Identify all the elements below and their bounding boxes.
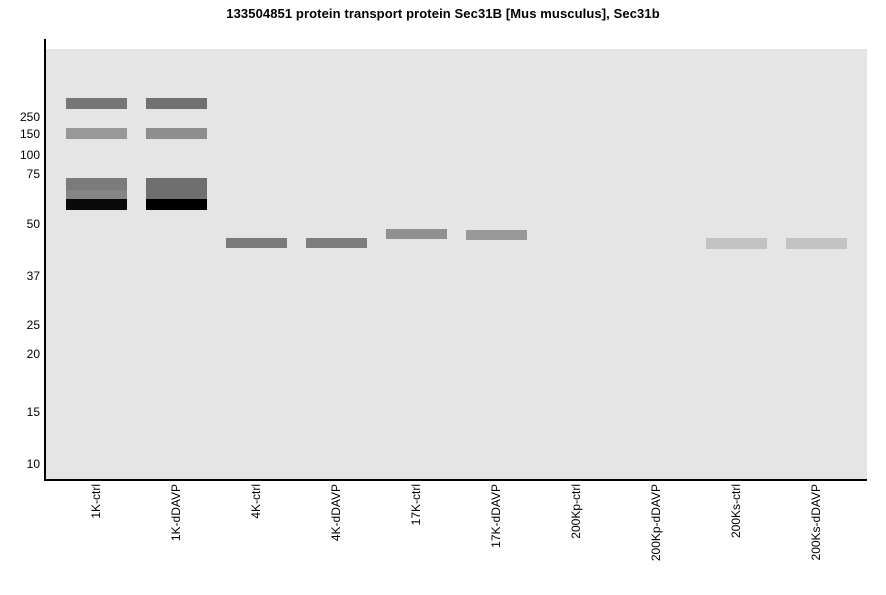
band-1K-ctrl-0 xyxy=(65,98,127,109)
band-1K-ctrl-1 xyxy=(65,128,127,139)
y-tick-label-250: 250 xyxy=(19,110,40,124)
band-200Ks-ctrl-0 xyxy=(705,238,767,249)
band-1K-ctrl-2 xyxy=(65,178,127,190)
y-tick-label-75: 75 xyxy=(26,167,40,181)
band-1K-dDAVP-1 xyxy=(145,128,207,139)
y-tick-label-100: 100 xyxy=(19,148,40,162)
y-tick-label-37: 37 xyxy=(26,269,40,283)
band-1K-dDAVP-0 xyxy=(145,98,207,109)
lane-label-200Kp-ctrl: 200Kp-ctrl xyxy=(569,484,583,539)
band-1K-dDAVP-3 xyxy=(145,199,207,210)
y-tick-label-15: 15 xyxy=(26,405,40,419)
lane-label-17K-dDAVP: 17K-dDAVP xyxy=(489,484,503,548)
band-17K-ctrl-0 xyxy=(385,229,447,239)
y-tick-label-10: 10 xyxy=(26,457,40,471)
band-4K-ctrl-0 xyxy=(225,238,287,248)
band-1K-dDAVP-2 xyxy=(145,178,207,199)
lane-label-200Ks-dDAVP: 200Ks-dDAVP xyxy=(809,484,823,561)
lane-label-200Kp-dDAVP: 200Kp-dDAVP xyxy=(649,484,663,562)
lane-label-1K-ctrl: 1K-ctrl xyxy=(89,484,103,519)
lane-label-4K-ctrl: 4K-ctrl xyxy=(249,484,263,519)
band-4K-dDAVP-0 xyxy=(305,238,367,248)
y-tick-label-25: 25 xyxy=(26,318,40,332)
band-1K-ctrl-4 xyxy=(65,199,127,210)
lane-label-200Ks-ctrl: 200Ks-ctrl xyxy=(729,484,743,539)
band-1K-ctrl-3 xyxy=(65,190,127,199)
band-200Ks-dDAVP-0 xyxy=(785,238,847,249)
y-tick-label-20: 20 xyxy=(26,347,40,361)
y-axis-line xyxy=(44,39,46,481)
chart-title: 133504851 protein transport protein Sec3… xyxy=(226,6,660,21)
lane-label-4K-dDAVP: 4K-dDAVP xyxy=(329,484,343,542)
gel-plot-area xyxy=(46,49,867,479)
lane-label-1K-dDAVP: 1K-dDAVP xyxy=(169,484,183,542)
band-17K-dDAVP-0 xyxy=(465,230,527,240)
y-tick-label-50: 50 xyxy=(26,217,40,231)
lane-label-17K-ctrl: 17K-ctrl xyxy=(409,484,423,526)
y-tick-label-150: 150 xyxy=(19,127,40,141)
x-axis-line xyxy=(44,479,867,481)
